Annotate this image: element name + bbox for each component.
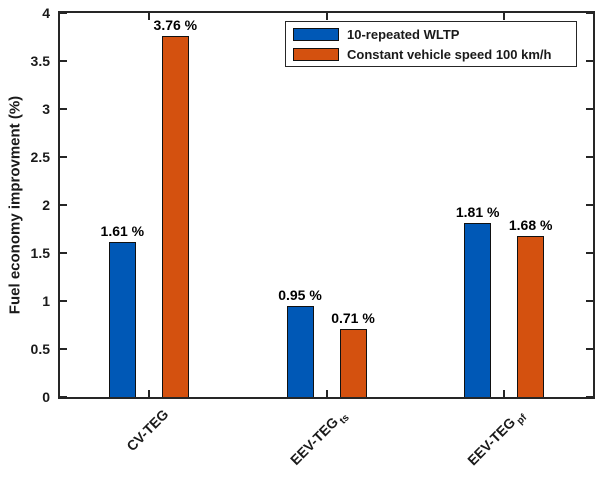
y-tick-right	[586, 348, 593, 350]
x-tick-bottom	[503, 390, 506, 397]
y-tick-label: 2	[42, 197, 50, 213]
y-tick-right	[586, 396, 593, 398]
value-label: 1.81 %	[455, 204, 500, 221]
category-text: CV-TEG	[122, 406, 172, 455]
value-label: 0.95 %	[278, 286, 322, 303]
y-tick-left	[60, 252, 67, 254]
legend-label-constant-speed: Constant vehicle speed 100 km/h	[347, 46, 552, 62]
y-tick-label: 1	[42, 293, 50, 309]
y-tick-left	[60, 60, 67, 62]
y-tick-right	[586, 300, 593, 302]
legend-item-constant-speed: Constant vehicle speed 100 km/h	[286, 47, 576, 62]
y-tick-right	[586, 108, 593, 110]
bar-constant-speed	[161, 36, 189, 397]
value-label: 3.76 %	[153, 17, 198, 34]
value-label: 0.71 %	[331, 309, 375, 326]
y-tick-label: 0	[42, 389, 50, 405]
y-tick-left	[60, 348, 67, 350]
y-tick-right	[586, 156, 593, 158]
y-tick-label: 3.5	[30, 53, 50, 69]
y-tick-label: 2.5	[30, 149, 50, 165]
y-tick-left	[60, 396, 67, 398]
category-label: EEV-TEGpf	[464, 406, 529, 471]
value-label: 1.68 %	[508, 216, 553, 233]
category-text: EEV-TEG	[286, 413, 342, 468]
y-tick-label: 3	[42, 101, 50, 117]
category-label: CV-TEG	[123, 406, 171, 454]
y-tick-left	[60, 204, 67, 206]
category-text: EEV-TEG	[464, 414, 519, 469]
legend: 10-repeated WLTP Constant vehicle speed …	[285, 21, 577, 67]
y-tick-label: 0.5	[30, 341, 50, 357]
bar-wltp	[286, 305, 314, 397]
legend-swatch-wltp	[293, 27, 339, 41]
y-tick-left	[60, 108, 67, 110]
y-tick-left	[60, 12, 67, 14]
plot-area: 1.61 % 0.95 % 1.81 % 3.76 % 0.71 % 1.68 %	[58, 11, 595, 399]
x-tick-top	[147, 13, 150, 20]
legend-item-wltp: 10-repeated WLTP	[286, 27, 576, 42]
x-tick-bottom	[147, 390, 150, 397]
y-tick-left	[60, 156, 67, 158]
y-tick-right	[586, 60, 593, 62]
bar-wltp	[464, 223, 492, 397]
legend-swatch-constant-speed	[293, 47, 339, 61]
y-tick-label: 4	[42, 5, 50, 21]
bar-constant-speed	[339, 328, 367, 397]
x-tick-top	[503, 13, 506, 20]
bar-constant-speed	[517, 235, 545, 397]
bar-wltp	[108, 242, 136, 397]
value-label: 1.61 %	[100, 223, 145, 240]
y-tick-right	[586, 12, 593, 14]
y-tick-label: 1.5	[30, 245, 50, 261]
legend-label-wltp: 10-repeated WLTP	[347, 26, 460, 42]
y-tick-right	[586, 204, 593, 206]
y-tick-right	[586, 252, 593, 254]
x-tick-top	[325, 13, 328, 20]
y-tick-left	[60, 300, 67, 302]
x-tick-bottom	[325, 390, 328, 397]
category-label: EEV-TEGts	[287, 406, 352, 471]
